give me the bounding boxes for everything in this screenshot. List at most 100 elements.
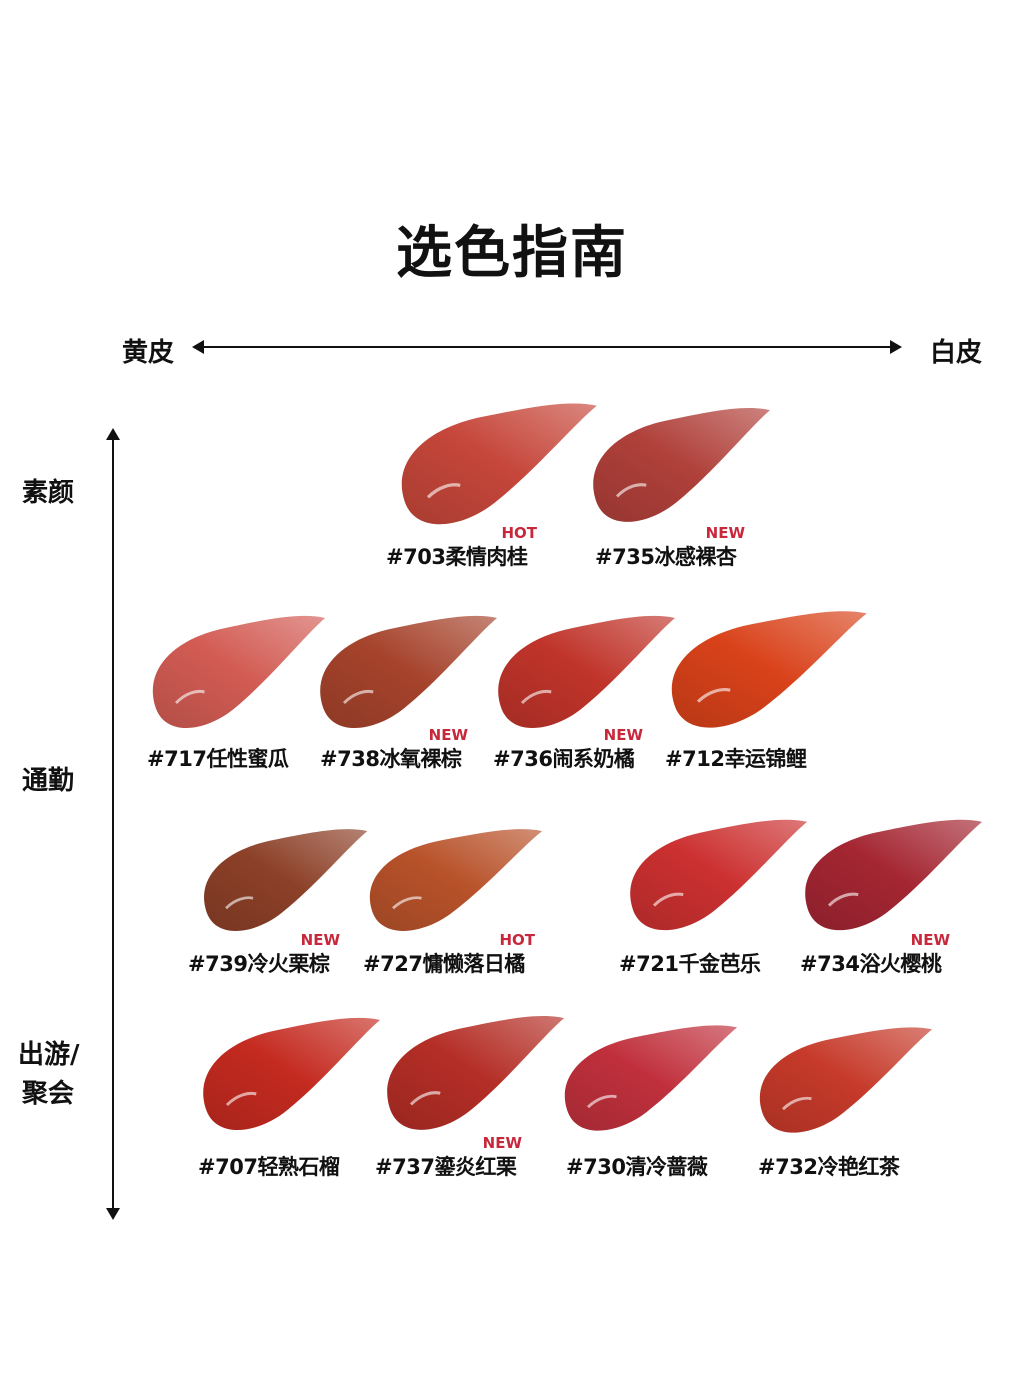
shade-code: #707 (198, 1155, 258, 1179)
shade-name: 冰氧裸棕 (379, 747, 462, 771)
swatch-body (152, 615, 326, 729)
lip-swatch (320, 615, 498, 729)
lip-swatch (759, 1027, 933, 1133)
swatch-highlight (409, 1091, 441, 1106)
shade-label: #707轻熟石榴 (198, 1151, 340, 1181)
swatch-body (498, 615, 676, 729)
y-axis-bottom-label-line1: 出游/ (18, 1040, 80, 1070)
shade-code: #735 (595, 545, 655, 569)
x-axis-right-label: 白皮 (930, 338, 983, 368)
lip-swatch (498, 615, 676, 729)
shade-code: #712 (665, 747, 725, 771)
x-axis-left-label: 黄皮 (122, 338, 175, 368)
shade-code: #703 (386, 545, 446, 569)
lip-swatch (593, 408, 771, 522)
shade-label: #734浴火樱桃 (800, 948, 942, 978)
shade-code: #727 (363, 952, 423, 976)
shade-code: #738 (320, 747, 380, 771)
lip-swatch (671, 611, 867, 728)
swatch-body (203, 1017, 381, 1131)
shade-label: #735冰感裸杏 (595, 541, 737, 571)
shade-name: 鎏炎红栗 (434, 1155, 517, 1179)
swatch-highlight (391, 896, 422, 910)
new-badge: NEW (910, 931, 950, 949)
shade-name: 柔情肉桂 (445, 545, 528, 569)
y-axis-top-label: 素颜 (22, 478, 75, 508)
swatch-body (593, 408, 771, 522)
shade-label: #717任性蜜瓜 (147, 743, 289, 773)
shade-label: #738冰氧裸棕 (320, 743, 462, 773)
swatch-body (671, 611, 867, 728)
swatch-body (320, 615, 498, 729)
swatch-body (369, 829, 543, 931)
swatch-highlight (174, 689, 205, 705)
swatch-highlight (225, 896, 254, 910)
shade-name: 浴火樱桃 (859, 952, 942, 976)
lip-swatch (369, 829, 543, 931)
shade-code: #721 (619, 952, 679, 976)
swatch-body (564, 1025, 738, 1131)
shade-code: #734 (800, 952, 860, 976)
shade-code: #732 (758, 1155, 818, 1179)
shade-name: 冷艳红茶 (817, 1155, 900, 1179)
shade-label: #736闹系奶橘 (493, 743, 635, 773)
swatch-highlight (696, 688, 731, 703)
shade-label: #732冷艳红茶 (758, 1151, 900, 1181)
shade-name: 慵懒落日橘 (422, 952, 525, 976)
shade-label: #730清冷蔷薇 (566, 1151, 708, 1181)
shade-code: #739 (188, 952, 248, 976)
shade-code: #730 (566, 1155, 626, 1179)
shade-label: #712幸运锦鲤 (665, 743, 807, 773)
shade-name: 清冷蔷薇 (625, 1155, 708, 1179)
lip-swatch (401, 403, 597, 525)
swatch-highlight (520, 689, 552, 705)
shade-label: #703柔情肉桂 (386, 541, 528, 571)
swatch-highlight (225, 1091, 257, 1107)
shade-name: 冰感裸杏 (654, 545, 737, 569)
swatch-body (204, 829, 368, 931)
swatch-highlight (586, 1094, 617, 1109)
swatch-highlight (781, 1096, 812, 1111)
y-axis-middle-label: 通勤 (22, 766, 75, 796)
hot-badge: HOT (501, 524, 537, 542)
swatch-highlight (342, 689, 374, 705)
shade-name: 千金芭乐 (678, 952, 761, 976)
y-axis-bottom-label-line2: 聚会 (22, 1079, 75, 1109)
lip-swatch (204, 829, 368, 931)
lip-swatch (805, 819, 983, 931)
arrow-right-icon (890, 340, 902, 354)
swatch-highlight (652, 892, 684, 907)
shade-code: #737 (375, 1155, 435, 1179)
y-axis-line (112, 436, 114, 1212)
swatch-body (805, 819, 983, 931)
swatch-highlight (615, 483, 647, 498)
new-badge: NEW (300, 931, 340, 949)
shade-name: 冷火栗棕 (247, 952, 330, 976)
x-axis-line (200, 346, 894, 348)
swatch-body (401, 403, 597, 525)
shade-name: 闹系奶橘 (552, 747, 635, 771)
new-badge: NEW (428, 726, 468, 744)
shade-label: #721千金芭乐 (619, 948, 761, 978)
new-badge: NEW (705, 524, 745, 542)
lip-swatch (203, 1017, 381, 1131)
arrow-up-icon (106, 428, 120, 440)
swatch-highlight (426, 483, 461, 499)
swatch-highlight (827, 892, 859, 907)
lip-swatch (387, 1016, 565, 1130)
arrow-left-icon (192, 340, 204, 354)
arrow-down-icon (106, 1208, 120, 1220)
swatch-body (387, 1016, 565, 1130)
new-badge: NEW (482, 1134, 522, 1152)
swatch-body (759, 1027, 933, 1133)
shade-label: #739冷火栗棕 (188, 948, 330, 978)
shade-name: 任性蜜瓜 (206, 747, 289, 771)
shade-name: 幸运锦鲤 (724, 747, 807, 771)
lip-swatch (630, 819, 808, 931)
shade-label: #727慵懒落日橘 (363, 948, 525, 978)
shade-code: #736 (493, 747, 553, 771)
shade-name: 轻熟石榴 (257, 1155, 340, 1179)
lip-swatch (152, 615, 326, 729)
hot-badge: HOT (499, 931, 535, 949)
shade-code: #717 (147, 747, 207, 771)
